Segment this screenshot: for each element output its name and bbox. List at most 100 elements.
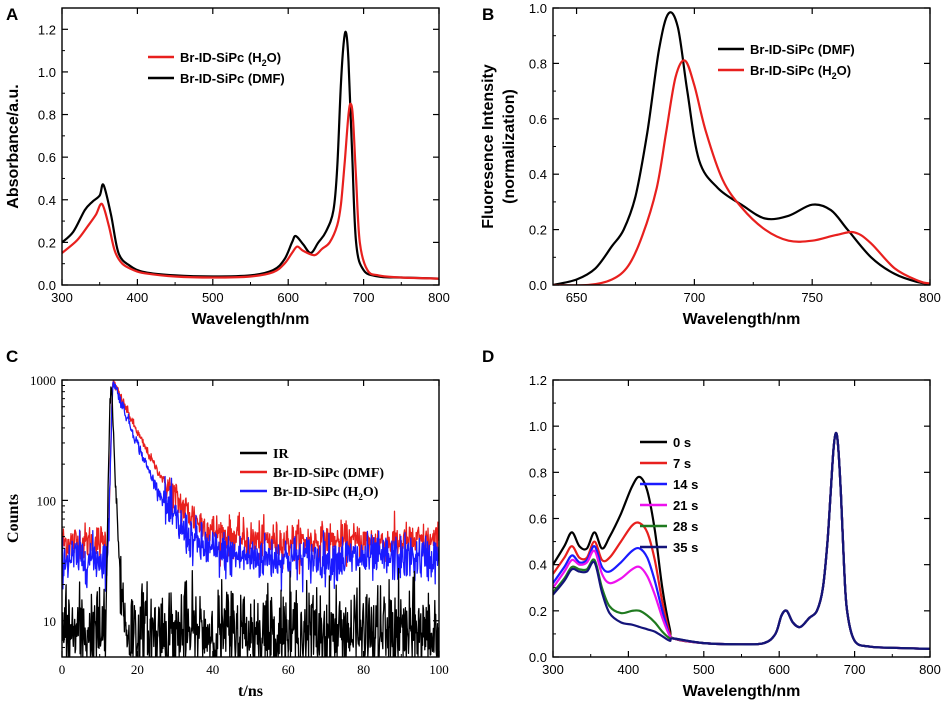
legend-label-main: 0 s — [673, 435, 691, 450]
y-tick-label: 0.6 — [529, 512, 547, 527]
series-0-s — [553, 431, 930, 650]
x-tick-label: 300 — [542, 662, 564, 677]
y-tick-label: 10 — [43, 614, 56, 629]
y-tick-label: 0.2 — [529, 223, 547, 238]
legend-label-main: Br-ID-SiPc (DMF) — [180, 71, 285, 86]
x-tick-label: 600 — [768, 662, 790, 677]
y-axis-title: Counts — [5, 494, 22, 543]
plot-area — [553, 11, 930, 285]
legend-label-main: 28 s — [673, 519, 698, 534]
x-tick-label: 500 — [693, 662, 715, 677]
y-tick-label: 0.8 — [529, 465, 547, 480]
x-tick-label: 800 — [428, 290, 450, 305]
legend-label-main: Br-ID-SiPc (H — [273, 485, 359, 500]
legend-label-main: Br-ID-SiPc (H — [750, 63, 832, 78]
series-28-s — [553, 431, 930, 650]
panel-label: A — [6, 5, 18, 24]
y-tick-label: 0.2 — [529, 604, 547, 619]
panel-c: 0 20 40 60 80 100 10 100 1000 t/ns Counts C IR Br-ID-… — [5, 347, 449, 700]
series-35-s — [553, 431, 930, 650]
legend-label: Br-ID-SiPc (DMF) — [273, 466, 384, 481]
series-br-id-sipc-h2o — [62, 381, 439, 593]
x-tick-label: 700 — [684, 290, 706, 305]
series-7-s — [553, 431, 930, 650]
legend-label: Br-ID-SiPc (H2O) — [273, 485, 379, 502]
x-tick-label: 0 — [59, 662, 66, 677]
panel-a: 300 400 500 600 700 800 0.0 0.2 0.4 0.6 0.8 1.0 1.2 W… — [5, 5, 450, 328]
y-tick-label: 1.2 — [529, 373, 547, 388]
y-tick-label: 0.2 — [38, 235, 56, 250]
y-tick-label: 0.8 — [529, 56, 547, 71]
x-axis-title: Wavelength/nm — [683, 683, 801, 700]
y-tick-label: 100 — [37, 493, 57, 508]
plot-frame — [552, 379, 931, 658]
x-tick-label: 800 — [919, 662, 941, 677]
legend-label-main: IR — [273, 447, 289, 462]
legend-label-main: Br-ID-SiPc (DMF) — [273, 466, 384, 481]
panel-b: 650 700 750 800 0.0 0.2 0.4 0.6 0.8 1.0 Wavelength… — [480, 1, 941, 328]
legend-label: Br-ID-SiPc (DMF) — [750, 42, 855, 57]
y-tick-label: 0.0 — [529, 278, 547, 293]
x-tick-label: 700 — [844, 662, 866, 677]
legend: Br-ID-SiPc (H2O) Br-ID-SiPc (DMF) — [148, 50, 285, 86]
series-br-id-sipc-h2o — [553, 59, 930, 285]
y-tick-label: 0.8 — [38, 108, 56, 123]
legend-label: 28 s — [673, 519, 698, 534]
y-tick-label: 1.0 — [529, 1, 547, 16]
x-tick-label: 400 — [618, 662, 640, 677]
x-tick-label: 500 — [202, 290, 224, 305]
y-tick-label: 0.0 — [38, 278, 56, 293]
x-tick-label: 650 — [566, 290, 588, 305]
series-ir — [62, 386, 439, 657]
legend: IR Br-ID-SiPc (DMF) Br-ID-SiPc (H2O) — [240, 447, 384, 502]
legend-label: 7 s — [673, 456, 691, 471]
x-tick-label: 80 — [357, 662, 370, 677]
y-tick-label: 0.6 — [38, 150, 56, 165]
legend-label-main: 7 s — [673, 456, 691, 471]
y-tick-label: 0.4 — [529, 167, 547, 182]
x-tick-label: 20 — [131, 662, 144, 677]
y-axis-title: Absorbance/a.u. — [5, 84, 22, 208]
legend-label: Br-ID-SiPc (H2O) — [180, 50, 281, 68]
legend-label: IR — [273, 447, 289, 462]
legend-label: 35 s — [673, 540, 698, 555]
y-tick-label: 1.2 — [38, 22, 56, 37]
plot-area — [62, 30, 439, 280]
legend-label-tail: O) — [267, 50, 281, 65]
legend-label: Br-ID-SiPc (H2O) — [750, 63, 851, 81]
panel-label: D — [482, 347, 494, 366]
y-tick-label: 0.6 — [529, 112, 547, 127]
series-br-id-sipc-h2o — [62, 102, 439, 280]
legend: Br-ID-SiPc (DMF) Br-ID-SiPc (H2O) — [718, 42, 855, 81]
legend-label-subscript: 2 — [262, 58, 267, 68]
legend-label-main: Br-ID-SiPc (H — [180, 50, 262, 65]
x-tick-label: 300 — [51, 290, 73, 305]
legend-label: 0 s — [673, 435, 691, 450]
x-tick-label: 750 — [801, 290, 823, 305]
legend-label: Br-ID-SiPc (DMF) — [180, 71, 285, 86]
y-tick-label: 0.4 — [529, 558, 547, 573]
x-axis-title: Wavelength/nm — [192, 311, 310, 328]
x-tick-label: 700 — [353, 290, 375, 305]
legend-label-main: 21 s — [673, 498, 698, 513]
legend-label: 21 s — [673, 498, 698, 513]
y-axis-title: Fluoresence Intensity — [480, 64, 497, 229]
y-axis-subtitle: (normalization) — [501, 89, 518, 204]
series-br-id-sipc-dmf — [62, 30, 439, 280]
legend-label-subscript: 2 — [358, 492, 363, 502]
x-tick-label: 600 — [277, 290, 299, 305]
legend-label-subscript: 2 — [832, 71, 837, 81]
y-tick-label: 1.0 — [38, 65, 56, 80]
panel-d: 300 400 500 600 700 800 0.0 0.2 0.4 0.6 0.8 1.0 1.2 W… — [482, 347, 941, 700]
legend-label: 14 s — [673, 477, 698, 492]
x-axis-title: Wavelength/nm — [683, 311, 801, 328]
series-br-id-sipc-dmf — [553, 11, 930, 285]
x-axis-title: t/ns — [238, 683, 263, 700]
x-tick-label: 60 — [282, 662, 295, 677]
y-tick-label: 1.0 — [529, 419, 547, 434]
y-tick-label: 0.4 — [38, 193, 56, 208]
legend-label-main: 14 s — [673, 477, 698, 492]
x-tick-label: 100 — [429, 662, 449, 677]
series-14-s — [553, 431, 930, 650]
